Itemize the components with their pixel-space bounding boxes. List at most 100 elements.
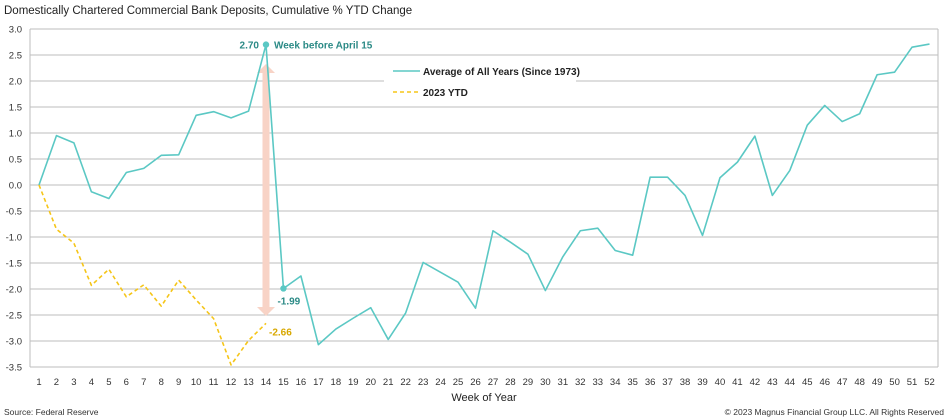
data-point [387,338,389,340]
data-point [457,281,459,283]
x-tick-label: 46 [819,377,830,388]
x-tick-label: 6 [124,377,129,388]
data-point [701,234,703,236]
x-tick-label: 38 [680,377,691,388]
x-tick-label: 2 [54,377,59,388]
x-tick-label: 33 [592,377,603,388]
data-point [404,312,406,314]
ytd-value-label: -2.66 [269,327,292,338]
data-point [90,284,92,286]
data-point [177,279,179,281]
x-tick-label: 22 [400,377,411,388]
x-tick-label: 16 [296,377,307,388]
x-tick-label: 39 [697,377,708,388]
data-point [666,176,668,178]
x-tick-label: 4 [89,377,94,388]
data-point [212,110,214,112]
x-tick-label: 23 [418,377,429,388]
trough-marker [280,285,287,292]
data-point [649,176,651,178]
peak-annotation-label: Week before April 15 [274,41,373,52]
x-tick-label: 10 [191,377,202,388]
arrow-shaft [262,72,270,308]
copyright-note: © 2023 Magnus Financial Group LLC. All R… [725,407,945,417]
data-point [55,228,57,230]
data-point [212,317,214,319]
data-point [719,177,721,179]
data-point [876,74,878,76]
data-point [858,113,860,115]
y-tick-label: 0.0 [9,181,22,192]
data-point [108,197,110,199]
x-tick-label: 12 [226,377,237,388]
data-point [736,161,738,163]
data-point [771,194,773,196]
data-point [160,154,162,156]
x-tick-label: 40 [715,377,726,388]
data-point [265,322,267,324]
data-point [789,169,791,171]
x-tick-label: 3 [71,377,76,388]
y-tick-label: -1.0 [6,233,22,244]
data-point [893,71,895,73]
data-point [143,167,145,169]
x-tick-label: 34 [610,377,621,388]
x-tick-label: 27 [488,377,499,388]
data-point [597,227,599,229]
data-point [300,275,302,277]
legend-label-2023: 2023 YTD [423,88,468,99]
data-point [108,268,110,270]
data-point [509,241,511,243]
data-point [492,230,494,232]
arrow-head-down [256,307,275,316]
data-point [841,120,843,122]
x-axis-title: Week of Year [451,392,517,404]
data-point [160,305,162,307]
x-tick-label: 35 [627,377,638,388]
data-point [317,343,319,345]
x-tick-label: 24 [435,377,446,388]
data-point [335,328,337,330]
chart-title: Domestically Chartered Commercial Bank D… [4,5,412,17]
x-tick-label: 28 [505,377,516,388]
x-tick-label: 37 [662,377,673,388]
data-point [352,317,354,319]
data-point [125,171,127,173]
data-point [73,242,75,244]
x-tick-label: 44 [785,377,796,388]
x-tick-label: 1 [36,377,41,388]
data-point [125,296,127,298]
x-tick-label: 9 [176,377,181,388]
x-tick-label: 29 [523,377,534,388]
x-tick-label: 47 [837,377,848,388]
data-point [370,307,372,309]
y-tick-label: -2.0 [6,285,22,296]
data-point [474,307,476,309]
x-tick-label: 20 [365,377,376,388]
data-point [544,289,546,291]
data-point [143,284,145,286]
y-tick-label: -3.5 [6,363,22,374]
x-tick-label: 31 [558,377,569,388]
x-tick-label: 19 [348,377,359,388]
data-point [824,104,826,106]
data-point [754,135,756,137]
data-point [73,142,75,144]
legend: Average of All Years (Since 1973) 2023 Y… [393,67,580,99]
data-point [911,46,913,48]
data-point [614,249,616,251]
y-tick-label: 2.0 [9,77,22,88]
y-tick-label: 3.0 [9,25,22,36]
y-tick-label: 2.5 [9,51,22,62]
legend-background [384,60,576,102]
y-tick-label: 0.5 [9,155,22,166]
x-tick-label: 15 [278,377,289,388]
x-tick-label: 48 [854,377,865,388]
x-tick-label: 7 [141,377,146,388]
data-point [177,154,179,156]
y-tick-label: -1.5 [6,259,22,270]
data-point [38,184,40,186]
source-note: Source: Federal Reserve [4,407,99,417]
y-tick-label: -0.5 [6,207,22,218]
data-point [562,256,564,258]
